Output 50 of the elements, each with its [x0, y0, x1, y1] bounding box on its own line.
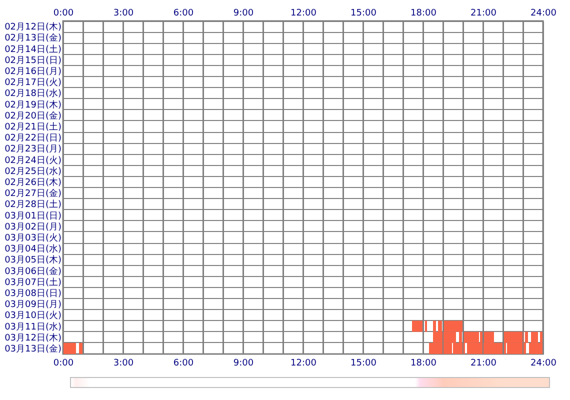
x2-tick-label: 0:00	[53, 358, 74, 368]
y-tick-label: 03月11日(水)	[4, 321, 62, 332]
y-tick-label: 02月20日(金)	[4, 110, 62, 122]
y-tick-label: 02月13日(金)	[4, 32, 62, 44]
y-tick-label: 02月17日(火)	[4, 77, 62, 88]
y-tick-label: 03月09日(月)	[4, 300, 62, 310]
x-tick-label: 15:00	[350, 8, 377, 18]
y-tick-label: 02月15日(日)	[4, 56, 62, 66]
y-tick-label: 02月23日(月)	[4, 144, 62, 155]
y-tick-label: 02月14日(土)	[4, 44, 62, 55]
bar	[63, 342, 76, 354]
x2-tick-label: 12:00	[290, 358, 317, 368]
x-tick-label: 12:00	[290, 8, 317, 18]
x-tick-label: 24:00	[530, 8, 557, 18]
y-tick-label: 03月03日(火)	[4, 232, 62, 244]
y-tick-label: 02月24日(火)	[4, 154, 62, 166]
y-tick-label: 03月05日(木)	[4, 254, 62, 266]
y-tick-label: 02月25日(水)	[4, 166, 62, 177]
y-tick-label: 02月16日(月)	[4, 66, 62, 77]
y-tick-label: 03月01日(日)	[4, 211, 62, 222]
y-tick-label: 03月13日(金)	[4, 343, 62, 354]
y-tick-label: 02月28日(土)	[4, 199, 62, 210]
x-tick-label: 9:00	[233, 8, 254, 18]
y-tick-label: 03月02日(月)	[4, 222, 62, 232]
y-tick-label: 03月07日(土)	[4, 276, 62, 288]
x-tick-label: 18:00	[410, 8, 437, 18]
bar	[412, 320, 423, 332]
x2-tick-label: 15:00	[350, 358, 377, 368]
y-tick-label: 02月22日(日)	[4, 134, 62, 144]
x-tick-label: 3:00	[113, 8, 134, 18]
y-tick-label: 02月27日(金)	[4, 188, 62, 200]
x-tick-label: 0:00	[53, 8, 74, 18]
y-tick-label: 02月21日(土)	[4, 121, 62, 132]
y-tick-label: 03月08日(日)	[4, 288, 62, 299]
x2-tick-label: 9:00	[233, 358, 254, 368]
y-tick-label: 02月18日(水)	[4, 88, 62, 100]
y-tick-label: 03月12日(木)	[4, 332, 62, 344]
y-tick-label: 03月06日(金)	[4, 266, 62, 277]
y-tick-label: 02月12日(木)	[4, 22, 62, 33]
x-tick-label: 6:00	[173, 8, 194, 18]
x2-tick-label: 21:00	[470, 358, 497, 368]
y-tick-label: 02月19日(木)	[4, 99, 62, 110]
x2-tick-label: 3:00	[113, 358, 134, 368]
x2-tick-label: 18:00	[410, 358, 437, 368]
x-tick-label: 21:00	[470, 8, 497, 18]
y-tick-label: 03月04日(水)	[4, 244, 62, 255]
x2-tick-label: 6:00	[173, 358, 194, 368]
y-tick-label: 03月10日(火)	[4, 310, 62, 322]
y-tick-label: 02月26日(木)	[4, 176, 62, 188]
x2-tick-label: 24:00	[530, 358, 557, 368]
